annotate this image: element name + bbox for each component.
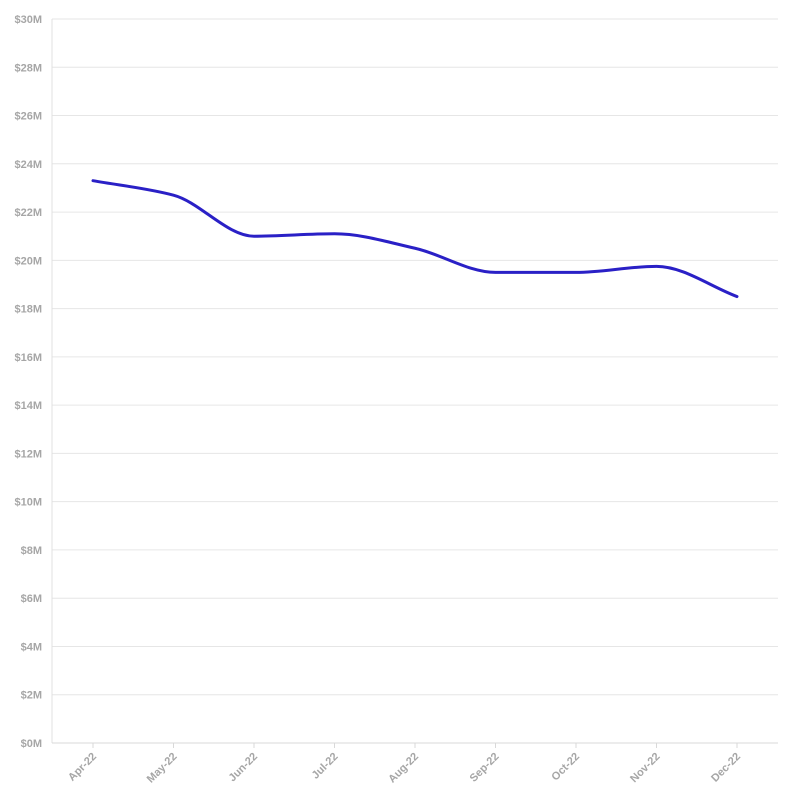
y-tick-label: $12M (14, 448, 42, 460)
y-tick-label: $26M (14, 111, 42, 123)
y-tick-label: $6M (21, 593, 42, 605)
x-tick-label: Sep-22 (468, 751, 502, 785)
x-tick-label: Dec-22 (709, 751, 743, 785)
y-tick-label: $4M (21, 641, 42, 653)
series-lines (91, 179, 739, 299)
y-tick-label: $10M (14, 497, 42, 509)
series-line (91, 179, 739, 299)
y-tick-label: $14M (14, 400, 42, 412)
y-tick-label: $22M (14, 207, 42, 219)
y-tick-label: $16M (14, 352, 42, 364)
y-axis-tick-labels: $0M $2M $4M $6M $8M $10M $12M $14M $16M $18M $20M $… (14, 14, 42, 750)
x-tick-label: May-22 (145, 751, 180, 786)
axes (51, 19, 778, 748)
y-tick-label: $30M (14, 14, 42, 26)
x-tick-label: Apr-22 (66, 751, 99, 784)
y-tick-label: $2M (21, 690, 42, 702)
y-tick-label: $24M (14, 159, 42, 171)
y-tick-label: $0M (21, 738, 42, 750)
x-tick-label: Nov-22 (628, 751, 662, 785)
x-tick-label: Jul-22 (310, 751, 341, 782)
x-tick-label: Aug-22 (386, 751, 421, 786)
y-tick-label: $20M (14, 255, 42, 267)
y-tick-label: $28M (14, 62, 42, 74)
gridlines (52, 18, 778, 696)
x-tick-label: Jun-22 (227, 751, 261, 785)
y-tick-label: $8M (21, 545, 42, 557)
y-tick-label: $18M (14, 304, 42, 316)
x-axis-tick-labels: Apr-22 May-22 Jun-22 Jul-22 Aug-22 Sep-22 Oct-… (66, 751, 743, 786)
x-tick-label: Oct-22 (549, 751, 582, 784)
